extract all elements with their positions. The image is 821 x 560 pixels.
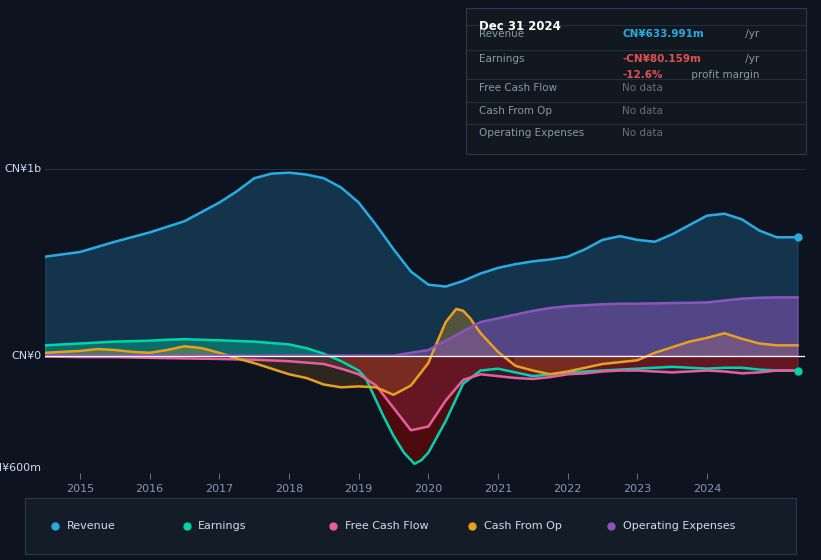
Text: Dec 31 2024: Dec 31 2024 [479,20,561,33]
Text: No data: No data [622,83,663,93]
Text: /yr: /yr [742,29,759,39]
Text: Free Cash Flow: Free Cash Flow [345,521,429,531]
Text: Cash From Op: Cash From Op [479,106,553,116]
Text: Revenue: Revenue [67,521,116,531]
Text: Earnings: Earnings [199,521,247,531]
Text: No data: No data [622,128,663,138]
Text: CN¥1b: CN¥1b [4,164,41,174]
Text: -CN¥80.159m: -CN¥80.159m [622,54,701,64]
Text: Operating Expenses: Operating Expenses [623,521,735,531]
Text: Operating Expenses: Operating Expenses [479,128,585,138]
Text: profit margin: profit margin [688,70,759,80]
Text: -CN¥600m: -CN¥600m [0,463,41,473]
Text: Earnings: Earnings [479,54,525,64]
Text: /yr: /yr [742,54,759,64]
Text: No data: No data [622,106,663,116]
Text: CN¥633.991m: CN¥633.991m [622,29,704,39]
Text: Free Cash Flow: Free Cash Flow [479,83,557,93]
Text: -12.6%: -12.6% [622,70,663,80]
Text: Cash From Op: Cash From Op [484,521,562,531]
Text: Revenue: Revenue [479,29,525,39]
Text: CN¥0: CN¥0 [11,351,41,361]
